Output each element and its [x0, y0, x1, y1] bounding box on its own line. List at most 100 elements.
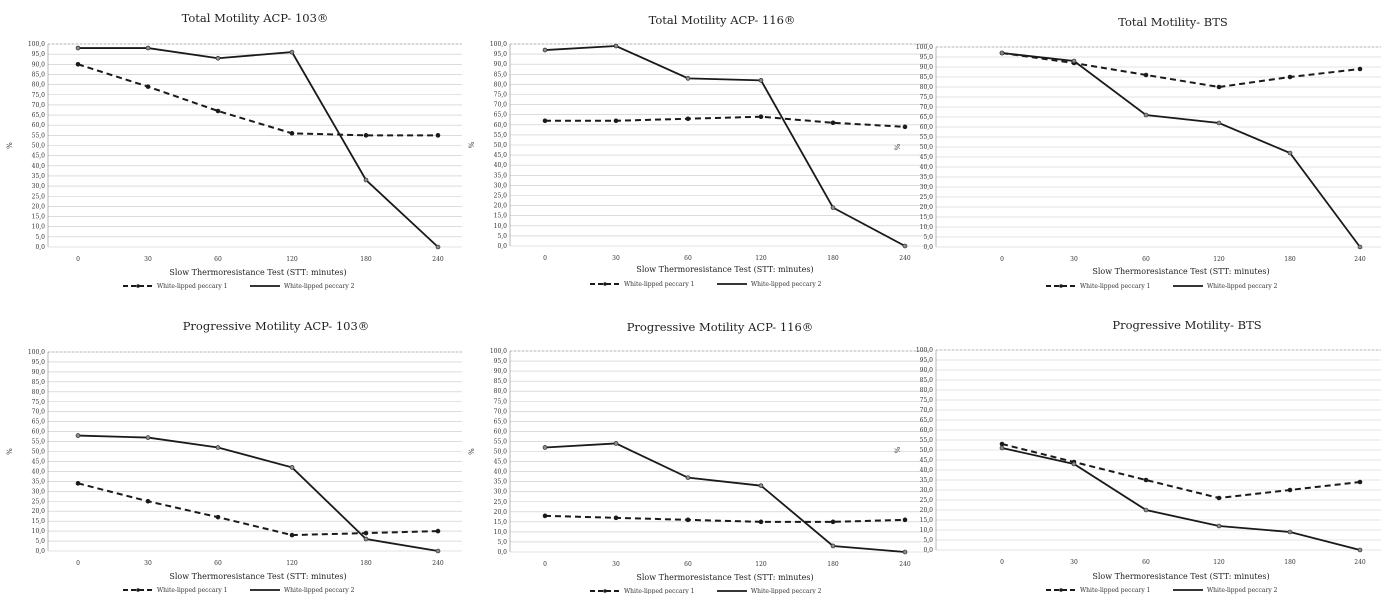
data-point	[1143, 477, 1149, 483]
legend-label-2: White-lipped peccary 2	[284, 587, 355, 594]
legend-marker	[603, 282, 607, 286]
y-tick-label: 90,0	[920, 64, 934, 71]
y-tick-label: 40,0	[32, 468, 46, 475]
chart-panel-4: Progressive Motility ACP- 103® 0,0 5,0 10,0…	[6, 319, 462, 594]
y-tick-label: 95,0	[494, 51, 508, 58]
legend-label-1: White-lipped peccary 1	[157, 283, 227, 290]
y-tick-label: 90,0	[32, 369, 46, 376]
y-tick-label: 55,0	[32, 132, 46, 139]
x-tick-label: 0	[76, 560, 80, 567]
y-tick-label: 90,0	[920, 367, 934, 374]
y-tick-label: 80,0	[494, 388, 508, 395]
y-tick-label: 80,0	[32, 82, 46, 89]
y-axis-label: %	[468, 141, 476, 148]
data-point	[542, 118, 548, 124]
data-point	[1357, 66, 1363, 72]
data-point	[435, 133, 441, 138]
y-tick-label: 25,0	[920, 194, 934, 201]
y-tick-label: 65,0	[494, 112, 508, 119]
x-tick-label: 240	[1354, 256, 1366, 263]
y-tick-label: 70,0	[32, 102, 46, 109]
y-tick-label: 0,0	[497, 549, 507, 556]
data-point	[75, 481, 81, 486]
y-tick-label: 65,0	[494, 418, 508, 425]
y-tick-label: 0,0	[923, 244, 933, 251]
legend-marker	[136, 588, 140, 592]
data-point	[542, 445, 548, 450]
chart-panel-5: Progressive Motility ACP- 116® 0,0 5,0 10,0…	[468, 320, 930, 594]
x-tick-label: 0	[543, 255, 547, 262]
data-point	[435, 528, 441, 534]
data-point	[830, 519, 836, 525]
data-point	[758, 114, 764, 120]
x-tick-label: 30	[1070, 256, 1078, 263]
y-tick-label: 65,0	[920, 114, 934, 121]
y-tick-label: 15,0	[32, 518, 46, 525]
data-point	[613, 441, 619, 446]
x-tick-label: 30	[144, 256, 152, 263]
x-tick-label: 240	[1354, 559, 1366, 566]
y-tick-label: 10,0	[494, 223, 508, 230]
data-point	[613, 118, 619, 124]
y-tick-label: 100,0	[490, 348, 507, 355]
data-point	[1287, 487, 1293, 493]
y-tick-label: 25,0	[920, 497, 934, 504]
y-tick-label: 45,0	[920, 154, 934, 161]
y-tick-label: 95,0	[494, 358, 508, 365]
series-line-2	[544, 442, 906, 553]
data-point	[902, 243, 908, 249]
y-tick-label: 45,0	[494, 152, 508, 159]
y-tick-label: 70,0	[32, 409, 46, 416]
y-tick-label: 5,0	[35, 538, 45, 545]
data-point	[363, 530, 369, 536]
data-point	[289, 532, 295, 538]
data-point	[1357, 547, 1363, 553]
legend-label-2: White-lipped peccary 2	[1207, 283, 1278, 290]
x-tick-label: 180	[827, 561, 839, 568]
y-tick-label: 40,0	[494, 162, 508, 169]
data-point	[435, 244, 441, 250]
x-tick-label: 180	[360, 560, 372, 567]
y-tick-label: 80,0	[920, 387, 934, 394]
y-tick-label: 50,0	[920, 447, 934, 454]
series-line-1	[544, 514, 906, 523]
chart-panel-1: Total Motility ACP- 103® 0,0 5,0 10,0 15,0 20…	[6, 11, 462, 290]
chart-panel-2: Total Motility ACP- 116® 0,0 5,0 10,0 15,0 20…	[468, 13, 930, 288]
x-axis-label: Slow Thermoresistance Test (STT: minutes…	[1092, 572, 1269, 581]
y-tick-label: 75,0	[494, 398, 508, 405]
y-tick-label: 100,0	[28, 349, 45, 356]
x-tick-label: 240	[899, 255, 911, 262]
data-point	[999, 445, 1005, 451]
data-point	[215, 514, 221, 520]
y-tick-label: 5,0	[923, 537, 933, 544]
data-point	[75, 45, 81, 51]
data-point	[289, 131, 295, 136]
data-point	[1287, 74, 1293, 80]
x-tick-label: 120	[1213, 256, 1225, 263]
y-tick-label: 85,0	[920, 377, 934, 384]
data-point	[999, 50, 1005, 56]
y-tick-label: 40,0	[494, 469, 508, 476]
y-tick-label: 35,0	[920, 477, 934, 484]
y-tick-label: 20,0	[920, 204, 934, 211]
y-tick-label: 95,0	[32, 51, 46, 58]
y-tick-label: 100,0	[490, 41, 507, 48]
series-line-2	[78, 47, 439, 248]
y-tick-label: 60,0	[920, 124, 934, 131]
y-tick-label: 35,0	[32, 478, 46, 485]
y-tick-label: 75,0	[920, 397, 934, 404]
data-point	[145, 498, 151, 504]
y-tick-label: 65,0	[32, 419, 46, 426]
data-point	[1071, 58, 1077, 64]
y-tick-label: 0,0	[35, 244, 45, 251]
y-tick-label: 60,0	[494, 122, 508, 129]
y-tick-label: 65,0	[32, 112, 46, 119]
data-point	[1357, 479, 1363, 485]
y-tick-label: 100,0	[28, 41, 45, 48]
legend-label-1: White-lipped peccary 1	[1080, 283, 1150, 290]
y-tick-label: 35,0	[494, 479, 508, 486]
data-point	[685, 517, 691, 523]
data-point	[902, 549, 908, 555]
y-tick-label: 55,0	[494, 438, 508, 445]
